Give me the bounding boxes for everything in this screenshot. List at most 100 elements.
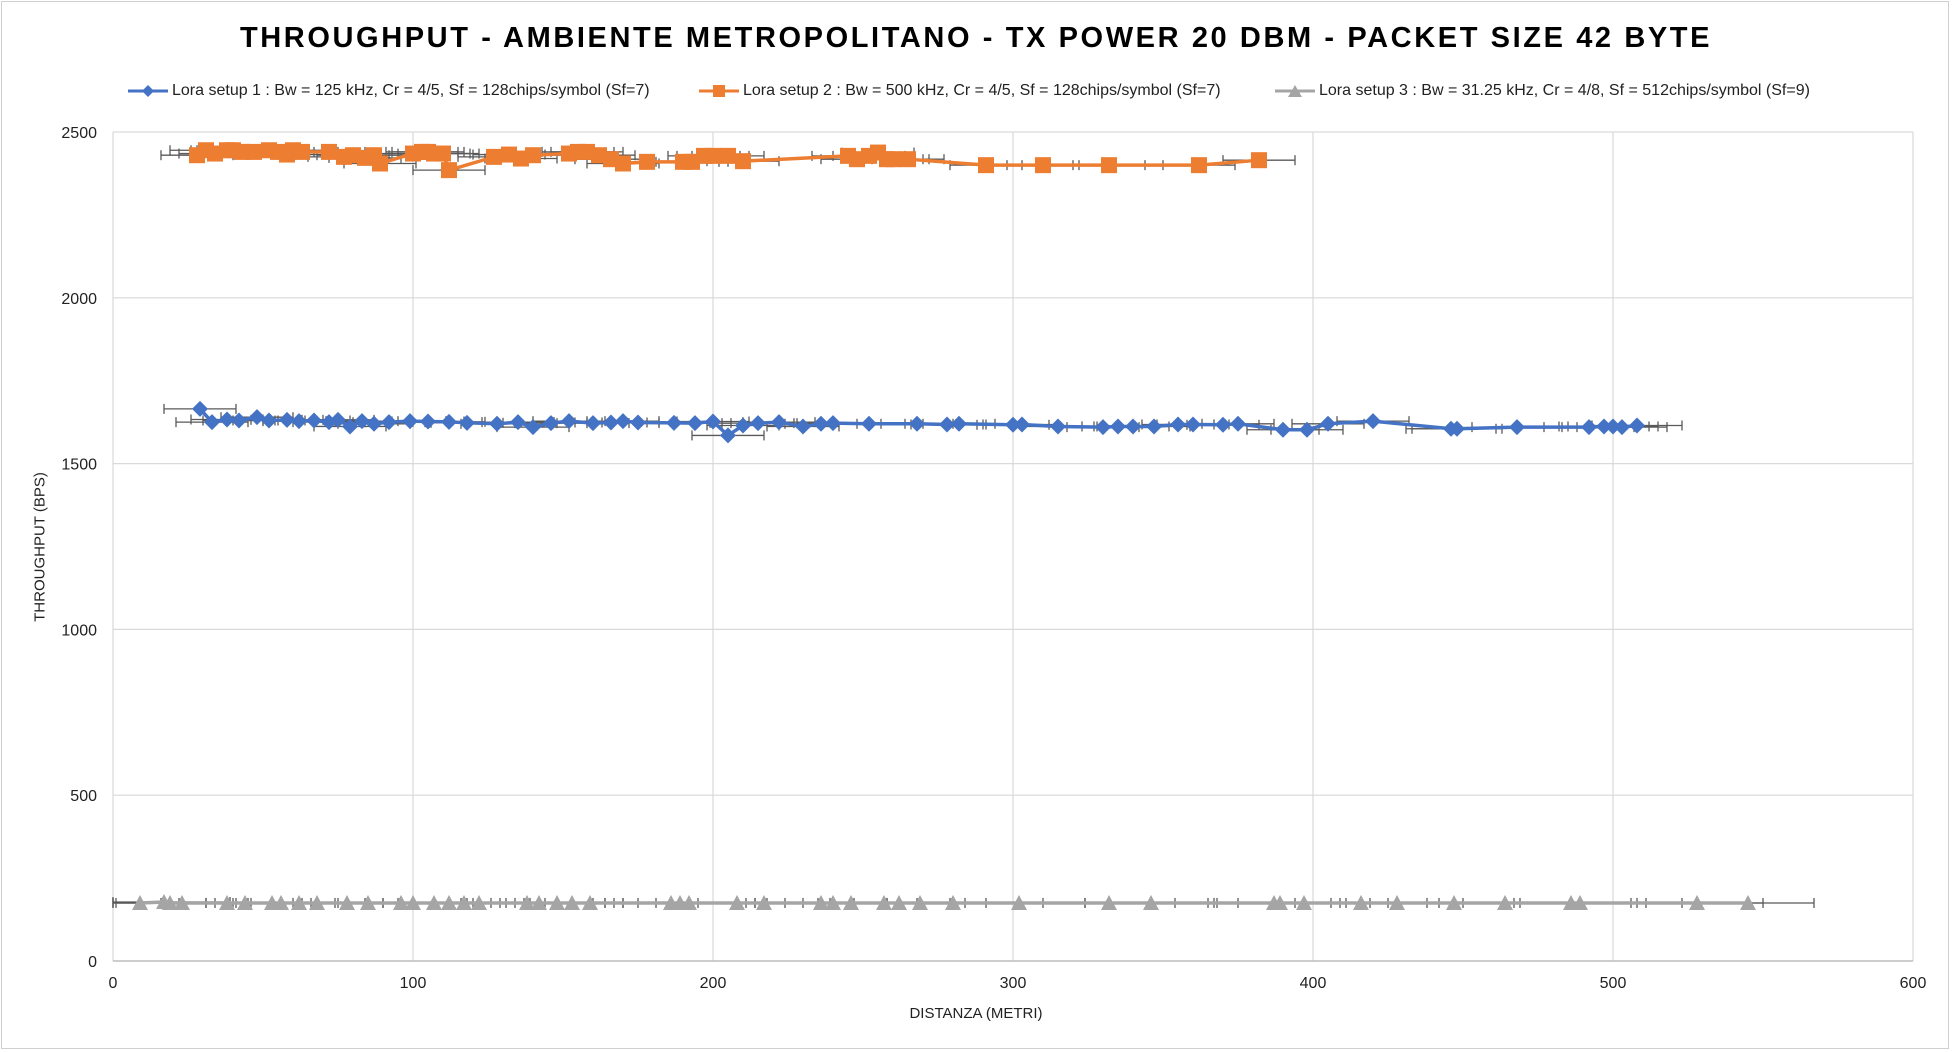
series-1-point bbox=[861, 415, 877, 432]
series-3-point bbox=[174, 894, 190, 910]
series-1-point bbox=[771, 414, 787, 431]
series-3-point bbox=[1143, 894, 1159, 910]
series-3-point bbox=[549, 894, 565, 910]
series-3-point bbox=[471, 894, 487, 910]
series-1-point bbox=[1146, 418, 1162, 435]
series-3-point bbox=[309, 894, 325, 910]
series-3-point bbox=[1011, 894, 1027, 910]
series-1-point bbox=[795, 418, 811, 435]
series-1-point bbox=[1596, 418, 1612, 435]
series-3-point bbox=[1497, 894, 1513, 910]
series-1-point bbox=[813, 415, 829, 432]
x-tick-label: 200 bbox=[700, 975, 727, 992]
series-3-point bbox=[912, 894, 928, 910]
series-3-point bbox=[582, 894, 598, 910]
series-1-point bbox=[951, 415, 967, 432]
series-1-point bbox=[750, 415, 766, 432]
series-1-point bbox=[1005, 416, 1021, 433]
legend-label-series-2: Lora setup 2 : Bw = 500 kHz, Cr = 4/5, S… bbox=[743, 82, 1221, 99]
series-1-point bbox=[330, 411, 346, 428]
series-2-point bbox=[441, 162, 457, 179]
series-3-point bbox=[729, 894, 745, 910]
x-tick-label: 0 bbox=[109, 975, 118, 992]
series-1-point bbox=[231, 412, 247, 429]
series-2-point bbox=[885, 151, 901, 168]
series-3-point bbox=[405, 894, 421, 910]
y-tick-label: 0 bbox=[88, 954, 97, 971]
legend-item-series-1: Lora setup 1 : Bw = 125 kHz, Cr = 4/5, S… bbox=[128, 78, 650, 104]
series-1-point bbox=[1170, 416, 1186, 433]
series-2-point bbox=[639, 153, 655, 170]
series-1-point bbox=[489, 415, 505, 432]
series-3-point bbox=[531, 894, 547, 910]
series-3-point bbox=[1101, 894, 1117, 910]
legend-label-series-1: Lora setup 1 : Bw = 125 kHz, Cr = 4/5, S… bbox=[172, 82, 650, 99]
x-tick-label: 600 bbox=[1900, 975, 1927, 992]
y-tick-label: 1000 bbox=[61, 622, 97, 639]
legend-diamond-marker-icon bbox=[128, 85, 168, 97]
series-1-point bbox=[687, 415, 703, 432]
series-3-point bbox=[339, 894, 355, 910]
series-1-point bbox=[291, 413, 307, 430]
chart-title: THROUGHPUT - AMBIENTE METROPOLITANO - TX… bbox=[239, 22, 1713, 54]
series-2-point bbox=[1101, 157, 1117, 174]
series-3-point bbox=[291, 894, 307, 910]
series-2-point bbox=[1251, 152, 1267, 169]
series-3-point bbox=[1389, 894, 1405, 910]
series-2-point bbox=[372, 155, 388, 172]
series-3-point bbox=[1272, 894, 1288, 910]
series-2-point bbox=[486, 148, 502, 165]
series-1-point bbox=[1125, 418, 1141, 435]
series-1-point bbox=[909, 415, 925, 432]
series-1-point bbox=[585, 415, 601, 432]
series-3-point bbox=[1572, 894, 1588, 910]
series-1-point bbox=[261, 412, 277, 429]
series-2-point bbox=[321, 143, 337, 160]
series-3-point bbox=[813, 894, 829, 910]
series-1-point bbox=[720, 427, 736, 444]
series-1-point bbox=[615, 413, 631, 430]
x-tick-label: 300 bbox=[1000, 975, 1027, 992]
series-1-point bbox=[204, 414, 220, 431]
series-1-point bbox=[666, 414, 682, 431]
series-1-point bbox=[459, 414, 475, 431]
series-1-point bbox=[561, 413, 577, 430]
series-2-point bbox=[246, 143, 262, 160]
y-axis-label: THROUGHPUT (BPS) bbox=[31, 472, 49, 622]
x-tick-label: 400 bbox=[1300, 975, 1327, 992]
legend-item-series-2: Lora setup 2 : Bw = 500 kHz, Cr = 4/5, S… bbox=[699, 78, 1221, 104]
x-tick-label: 100 bbox=[400, 975, 427, 992]
series-1-point bbox=[192, 400, 208, 417]
series-1-point bbox=[525, 419, 541, 436]
series-1-point bbox=[381, 414, 397, 431]
series-2-point bbox=[525, 147, 541, 164]
series-1-point bbox=[1050, 418, 1066, 435]
series-3-point bbox=[456, 894, 472, 910]
series-3-point bbox=[237, 894, 253, 910]
series-3-point bbox=[273, 894, 289, 910]
series-3-point bbox=[1740, 894, 1756, 910]
series-1-point bbox=[249, 409, 265, 426]
series-1-point bbox=[1095, 419, 1111, 436]
series-3-point bbox=[219, 894, 235, 910]
legend-label-series-3: Lora setup 3 : Bw = 31.25 kHz, Cr = 4/8,… bbox=[1319, 82, 1810, 99]
series-1-point bbox=[939, 416, 955, 433]
series-2-point bbox=[735, 153, 751, 170]
series-1-point bbox=[735, 417, 751, 434]
series-3-point bbox=[393, 894, 409, 910]
series-3-point bbox=[945, 894, 961, 910]
series-1-point bbox=[1605, 418, 1621, 435]
series-2-point bbox=[705, 147, 721, 164]
series-1-point bbox=[441, 413, 457, 430]
series-3-point bbox=[891, 894, 907, 910]
series-2-point bbox=[1035, 157, 1051, 174]
legend: Lora setup 1 : Bw = 125 kHz, Cr = 4/5, S… bbox=[0, 78, 1952, 104]
series-1-point bbox=[1299, 421, 1315, 438]
series-1-point bbox=[510, 414, 526, 431]
series-1-point bbox=[219, 411, 235, 428]
series-1-point bbox=[306, 412, 322, 429]
series-1-point bbox=[1230, 415, 1246, 432]
series-1-point bbox=[1014, 416, 1030, 433]
